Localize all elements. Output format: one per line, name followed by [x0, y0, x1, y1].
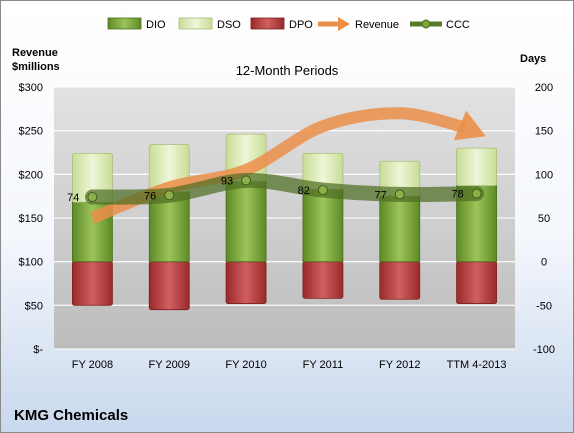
- legend-label-dso: DSO: [217, 19, 241, 31]
- ccc-data-label: 93: [221, 175, 233, 187]
- legend-label-dio: DIO: [146, 19, 166, 31]
- right-tick-label: 200: [535, 82, 553, 94]
- left-axis-label-line2: $millions: [12, 61, 60, 73]
- ccc-point: [471, 188, 482, 199]
- legend-label-revenue: Revenue: [355, 19, 399, 31]
- bar-dpo: [225, 261, 267, 304]
- ccc-point: [394, 189, 405, 200]
- left-tick-label: $50: [25, 300, 43, 312]
- ccc-data-label: 74: [67, 192, 79, 204]
- ccc-point: [317, 185, 328, 196]
- ccc-line: [84, 172, 485, 205]
- company-name: KMG Chemicals: [14, 407, 128, 424]
- bar-dpo: [148, 261, 190, 311]
- right-tick-label: 100: [535, 169, 553, 181]
- x-tick-label: FY 2012: [379, 359, 420, 371]
- legend: DIO DSO DPO Revenue CCC: [107, 17, 470, 31]
- bar-dso: [456, 147, 497, 187]
- legend-swatch-dio: [107, 17, 142, 30]
- ccc-data-label: 82: [298, 185, 310, 197]
- x-tick-label: FY 2009: [149, 359, 190, 371]
- revenue-arrowhead: [453, 110, 486, 141]
- left-tick-label: $200: [19, 169, 43, 181]
- ccc-point: [87, 192, 98, 203]
- legend-swatch-dpo: [250, 17, 285, 30]
- left-tick-label: $300: [19, 82, 43, 94]
- legend-item-dio: DIO: [107, 17, 166, 31]
- ccc-point: [164, 190, 175, 201]
- right-tick-label: -100: [533, 344, 555, 356]
- legend-item-ccc: CCC: [410, 19, 470, 31]
- bar-dio: [302, 188, 344, 263]
- legend-arrowhead-icon: [338, 17, 350, 31]
- bar-dpo: [456, 261, 497, 304]
- ccc-point: [241, 175, 252, 186]
- left-tick-label: $150: [19, 213, 43, 225]
- legend-item-revenue: Revenue: [318, 17, 399, 31]
- ccc-data-label: 78: [451, 189, 463, 201]
- right-tick-label: -50: [536, 300, 552, 312]
- legend-swatch-dso: [178, 17, 213, 30]
- legend-marker-ccc: [421, 19, 431, 29]
- x-tick-label: TTM 4-2013: [447, 359, 507, 371]
- right-tick-label: 50: [538, 213, 550, 225]
- x-tick-label: FY 2008: [72, 359, 113, 371]
- left-tick-label: $250: [19, 126, 43, 138]
- bar-dpo: [379, 261, 421, 300]
- ccc-series: 74 76 93 82 77 78: [67, 172, 485, 205]
- legend-label-ccc: CCC: [446, 19, 470, 31]
- right-axis-label: Days: [520, 53, 546, 65]
- legend-item-dpo: DPO: [250, 17, 313, 31]
- right-tick-label: 150: [535, 126, 553, 138]
- left-tick-label: $100: [19, 257, 43, 269]
- chart-title: 12-Month Periods: [236, 63, 339, 78]
- legend-item-dso: DSO: [178, 17, 241, 31]
- axes: $- $50 $100 $150 $200 $250 $300 -100 -50 0 50 100 15…: [19, 82, 556, 371]
- bar-dio: [379, 195, 421, 263]
- bar-dpo: [302, 261, 344, 299]
- bar-dio: [225, 180, 267, 263]
- gridlines: [54, 86, 515, 350]
- ccc-data-label: 77: [375, 189, 387, 201]
- x-tick-label: FY 2011: [303, 359, 344, 371]
- right-tick-label: 0: [541, 257, 547, 269]
- ccc-data-label: 76: [144, 190, 156, 202]
- left-axis-label-line1: Revenue: [12, 47, 58, 59]
- bar-dpo: [72, 261, 113, 306]
- legend-label-dpo: DPO: [289, 19, 313, 31]
- left-tick-label: $-: [33, 344, 43, 356]
- x-tick-label: FY 2010: [225, 359, 266, 371]
